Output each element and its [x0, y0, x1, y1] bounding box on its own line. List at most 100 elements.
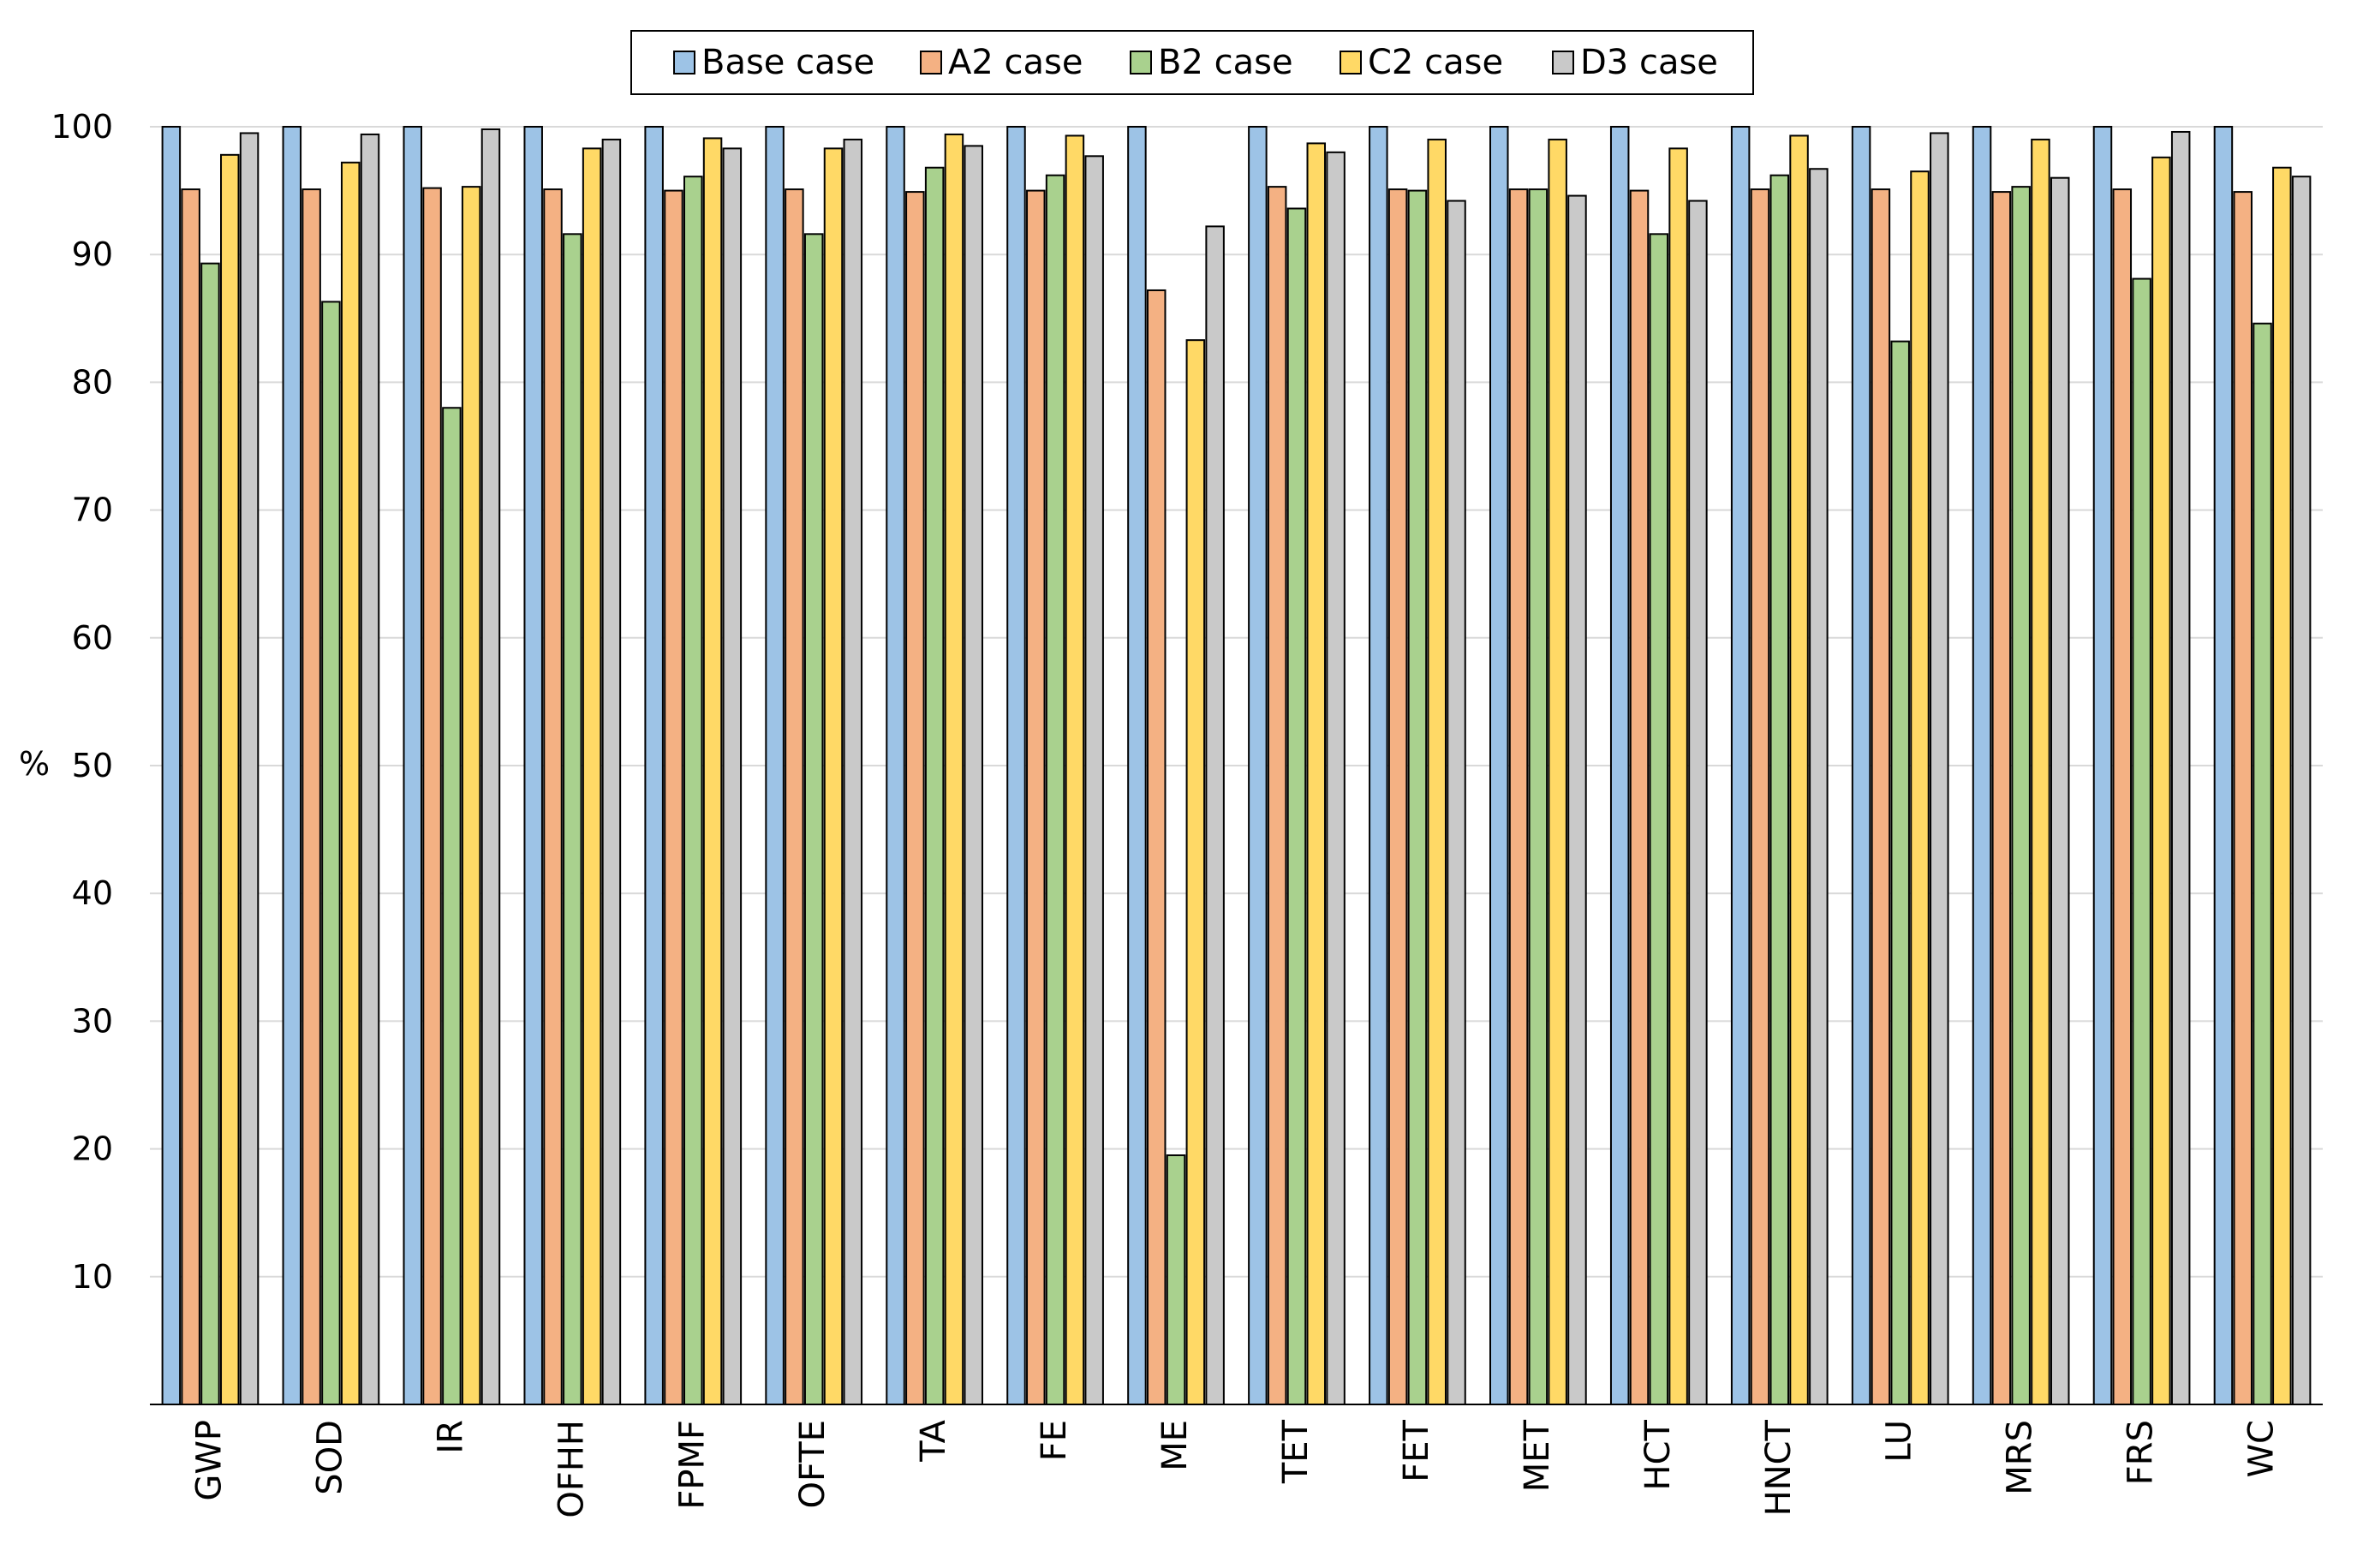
- bar-fpmf-base-case: [644, 126, 664, 1405]
- legend-label-a2-case: A2 case: [948, 43, 1083, 82]
- bar-ir-base-case: [403, 126, 423, 1405]
- bar-fet-base-case: [1369, 126, 1388, 1405]
- legend-label-base-case: Base case: [701, 43, 874, 82]
- bar-frs-c2-case: [2151, 156, 2171, 1406]
- bar-me-d3-case: [1205, 225, 1225, 1406]
- x-tick-label-met: MET: [1518, 1419, 1557, 1492]
- legend-label-c2-case: C2 case: [1368, 43, 1503, 82]
- bar-lu-base-case: [1851, 126, 1871, 1405]
- legend-label-b2-case: B2 case: [1158, 43, 1293, 82]
- bar-ofhh-base-case: [523, 126, 543, 1405]
- x-tick-label-ofhh: OFHH: [552, 1420, 591, 1518]
- bar-mrs-base-case: [1972, 126, 1992, 1405]
- bar-fet-a2-case: [1387, 188, 1408, 1405]
- bar-met-c2-case: [1548, 138, 1567, 1405]
- bar-sod-b2-case: [321, 301, 341, 1405]
- bar-ir-c2-case: [461, 186, 481, 1405]
- bar-fet-d3-case: [1447, 200, 1466, 1405]
- bar-gwp-c2-case: [220, 153, 240, 1406]
- bar-wc-d3-case: [2291, 176, 2312, 1406]
- bar-ta-a2-case: [905, 191, 925, 1405]
- bar-me-base-case: [1127, 126, 1147, 1405]
- bar-mrs-d3-case: [2050, 176, 2070, 1405]
- x-tick-label-wc: WC: [2242, 1420, 2282, 1477]
- x-tick-label-fet: FET: [1397, 1419, 1436, 1482]
- x-tick-label-mrs: MRS: [2001, 1420, 2040, 1495]
- bar-wc-a2-case: [2233, 191, 2253, 1405]
- x-tick-label-ofte: OFTE: [793, 1420, 832, 1509]
- bar-lu-a2-case: [1871, 188, 1891, 1405]
- bar-tet-b2-case: [1286, 207, 1307, 1405]
- y-axis-ticks: 10 20 30 40 50 60 70 80 90 100: [51, 108, 113, 1296]
- bar-ofhh-a2-case: [543, 188, 563, 1405]
- bar-met-a2-case: [1508, 188, 1529, 1405]
- x-tick-label-me: ME: [1155, 1420, 1195, 1471]
- x-tick-label-fe: FE: [1035, 1420, 1074, 1461]
- bar-mrs-a2-case: [1991, 191, 2012, 1405]
- bar-ta-c2-case: [944, 133, 964, 1405]
- y-tick-label: 90: [72, 235, 113, 273]
- bar-lu-d3-case: [1930, 132, 1949, 1406]
- y-tick-label: 10: [72, 1258, 113, 1296]
- y-tick-label: 20: [72, 1130, 113, 1168]
- bar-ofte-c2-case: [823, 147, 844, 1405]
- bar-fet-b2-case: [1407, 189, 1428, 1406]
- bar-hnct-b2-case: [1769, 174, 1789, 1405]
- bar-me-b2-case: [1166, 1154, 1186, 1406]
- y-tick-label: 60: [72, 619, 113, 657]
- bar-me-a2-case: [1146, 289, 1167, 1406]
- bar-hnct-a2-case: [1750, 188, 1770, 1405]
- bar-ofte-base-case: [765, 126, 785, 1405]
- bar-mrs-b2-case: [2011, 186, 2031, 1405]
- legend-swatch-c2-case: [1340, 51, 1362, 75]
- x-tick-label-sod: SOD: [310, 1420, 349, 1495]
- legend-swatch-a2-case: [920, 51, 942, 75]
- y-tick-label: 100: [51, 108, 113, 146]
- bar-frs-b2-case: [2132, 277, 2151, 1406]
- x-tick-label-ta: TA: [914, 1419, 953, 1462]
- bar-ta-d3-case: [964, 145, 983, 1405]
- bar-ir-b2-case: [442, 407, 462, 1405]
- bar-lu-c2-case: [1910, 170, 1930, 1406]
- bar-met-d3-case: [1567, 194, 1587, 1405]
- bar-tet-base-case: [1248, 126, 1268, 1405]
- bar-frs-base-case: [2092, 126, 2113, 1405]
- bar-sod-d3-case: [360, 133, 380, 1405]
- legend-swatch-base-case: [673, 51, 695, 75]
- bar-met-base-case: [1489, 126, 1509, 1405]
- bar-fe-d3-case: [1084, 155, 1104, 1405]
- x-tick-label-lu: LU: [1880, 1420, 1919, 1463]
- bar-ofte-d3-case: [843, 138, 863, 1405]
- bar-hnct-base-case: [1730, 126, 1751, 1405]
- bar-hct-a2-case: [1629, 189, 1650, 1406]
- bar-ir-a2-case: [422, 187, 442, 1406]
- bar-gwp-d3-case: [239, 132, 260, 1406]
- bar-fe-b2-case: [1045, 174, 1065, 1405]
- bar-fpmf-c2-case: [702, 137, 723, 1406]
- bar-ta-base-case: [886, 126, 905, 1405]
- x-tick-label-frs: FRS: [2121, 1420, 2161, 1485]
- legend-swatch-d3-case: [1552, 51, 1574, 75]
- bar-gwp-a2-case: [181, 188, 200, 1405]
- y-tick-label: 30: [72, 1002, 113, 1040]
- bar-fe-base-case: [1006, 126, 1026, 1405]
- bar-hnct-d3-case: [1809, 168, 1829, 1406]
- bar-ofhh-d3-case: [601, 138, 622, 1405]
- bar-frs-d3-case: [2170, 130, 2191, 1405]
- bar-tet-a2-case: [1267, 186, 1287, 1405]
- bar-me-c2-case: [1185, 339, 1206, 1406]
- bar-fpmf-b2-case: [683, 176, 703, 1406]
- bar-wc-c2-case: [2272, 166, 2292, 1405]
- bar-hct-d3-case: [1688, 200, 1708, 1405]
- legend: Base case A2 case B2 case C2 case D3 case: [630, 30, 1754, 95]
- y-tick-label: 50: [72, 747, 113, 784]
- bar-gwp-b2-case: [200, 262, 220, 1405]
- bar-fe-a2-case: [1026, 189, 1046, 1406]
- legend-label-d3-case: D3 case: [1580, 43, 1718, 82]
- bar-lu-b2-case: [1890, 340, 1910, 1405]
- bar-ir-d3-case: [480, 128, 501, 1405]
- bar-fet-c2-case: [1427, 138, 1447, 1405]
- y-tick-label: 80: [72, 363, 113, 401]
- x-tick-label-gwp: GWP: [189, 1420, 229, 1501]
